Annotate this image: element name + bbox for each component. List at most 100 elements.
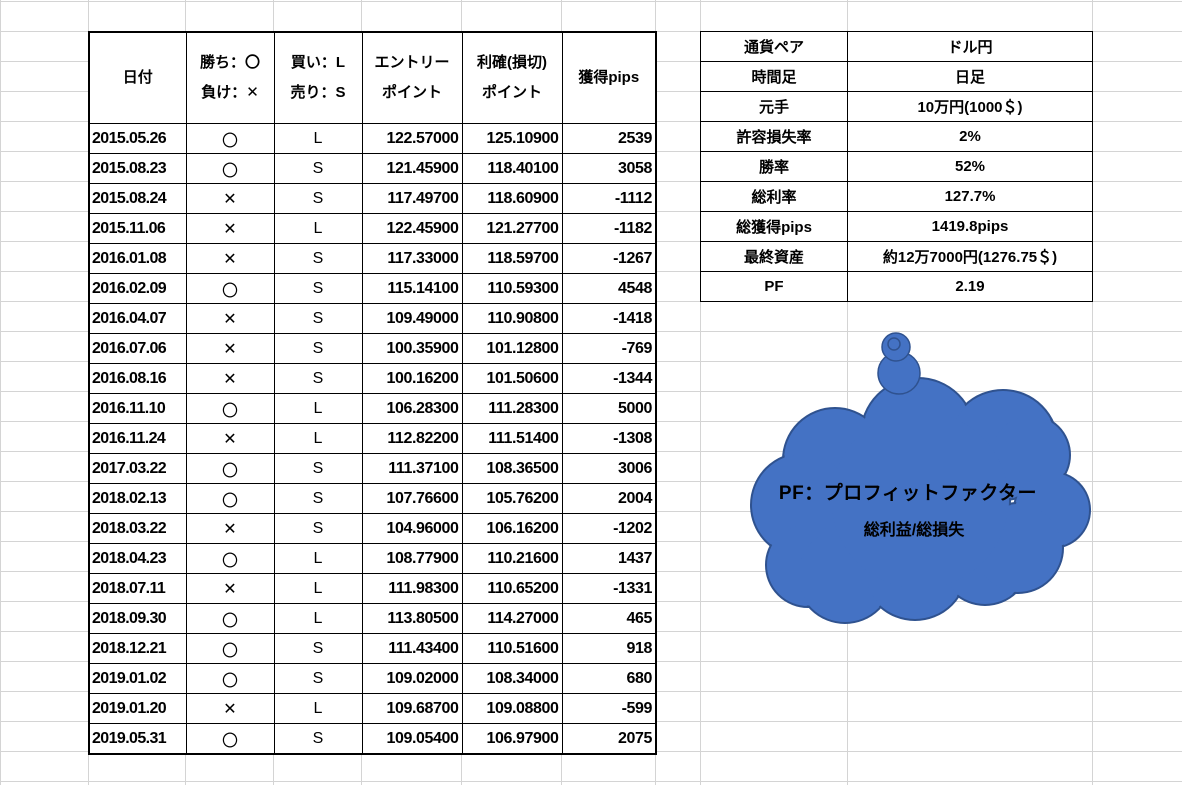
callout-title: PF：プロフィットファクター — [778, 483, 1038, 504]
summary-value: ドル円 — [847, 31, 1093, 62]
summary-label: 時間足 — [700, 61, 848, 92]
entry-cell: 104.96000 — [361, 513, 463, 544]
direction-cell: L — [273, 693, 363, 724]
direction-cell: L — [273, 393, 363, 424]
table-row: 2018.07.11 ✕ L 111.98300 110.65200 -1331 — [88, 573, 657, 604]
pips-cell: 2004 — [561, 483, 657, 514]
entry-cell: 117.33000 — [361, 243, 463, 274]
summary-label: 総獲得pips — [700, 211, 848, 242]
date-cell: 2018.02.13 — [88, 483, 187, 514]
date-cell: 2016.11.24 — [88, 423, 187, 454]
result-cell: ✕ — [185, 213, 275, 244]
trades-table: 日付 勝ち：〇 負け：✕ 買い：L 売り：S エントリー ポイント 利確(損切) ポイント 獲得p… — [88, 31, 657, 755]
pips-cell: -1308 — [561, 423, 657, 454]
date-cell: 2019.01.02 — [88, 663, 187, 694]
table-row: 2015.08.23 〇 S 121.45900 118.40100 3058 — [88, 153, 657, 184]
entry-cell: 109.68700 — [361, 693, 463, 724]
summary-label: 元手 — [700, 91, 848, 122]
exit-cell: 111.51400 — [461, 423, 563, 454]
summary-table: 通貨ペア ドル円 時間足 日足 元手 10万円(1000＄) 許容損失率 2% 勝率 52% 総利率… — [700, 31, 1093, 302]
pips-cell: 2075 — [561, 723, 657, 755]
pips-cell: -599 — [561, 693, 657, 724]
callout-subtitle: 総利益/総損失 — [863, 522, 965, 539]
header-line: 売り：S — [290, 84, 346, 101]
date-cell: 2017.03.22 — [88, 453, 187, 484]
summary-label: 通貨ペア — [700, 31, 848, 62]
table-row: 2016.11.24 ✕ L 112.82200 111.51400 -1308 — [88, 423, 657, 454]
date-cell: 2018.07.11 — [88, 573, 187, 604]
summary-value: 2% — [847, 121, 1093, 152]
header-line: 負け：✕ — [201, 84, 259, 101]
entry-cell: 100.35900 — [361, 333, 463, 364]
table-row: 2019.01.02 〇 S 109.02000 108.34000 680 — [88, 663, 657, 694]
result-cell: ✕ — [185, 303, 275, 334]
direction-cell: S — [273, 153, 363, 184]
summary-value: 10万円(1000＄) — [847, 91, 1093, 122]
thought-bubble — [887, 337, 901, 351]
date-cell: 2015.08.24 — [88, 183, 187, 214]
result-cell: ✕ — [185, 363, 275, 394]
column-header: 買い：L 売り：S — [273, 31, 363, 124]
table-row: 2015.08.24 ✕ S 117.49700 118.60900 -1112 — [88, 183, 657, 214]
table-row: 2018.02.13 〇 S 107.76600 105.76200 2004 — [88, 483, 657, 514]
result-cell: 〇 — [185, 273, 275, 304]
direction-cell: S — [273, 723, 363, 755]
pips-cell: -1344 — [561, 363, 657, 394]
header-line: 勝ち：〇 — [199, 54, 260, 71]
entry-cell: 109.49000 — [361, 303, 463, 334]
summary-row: 時間足 日足 — [700, 61, 1093, 92]
table-row: 2018.09.30 〇 L 113.80500 114.27000 465 — [88, 603, 657, 634]
grid-column-line — [847, 0, 848, 785]
exit-cell: 106.97900 — [461, 723, 563, 755]
summary-label: 最終資産 — [700, 241, 848, 272]
pips-cell: -1182 — [561, 213, 657, 244]
summary-row: 総獲得pips 1419.8pips — [700, 211, 1093, 242]
summary-value: 127.7% — [847, 181, 1093, 212]
pips-cell: -1331 — [561, 573, 657, 604]
date-cell: 2018.09.30 — [88, 603, 187, 634]
date-cell: 2016.07.06 — [88, 333, 187, 364]
pips-cell: 1437 — [561, 543, 657, 574]
entry-cell: 122.45900 — [361, 213, 463, 244]
summary-value: 約12万7000円(1276.75＄) — [847, 241, 1093, 272]
summary-label: PF — [700, 271, 848, 302]
result-cell: 〇 — [185, 393, 275, 424]
entry-cell: 111.37100 — [361, 453, 463, 484]
table-row: 2016.07.06 ✕ S 100.35900 101.12800 -769 — [88, 333, 657, 364]
summary-row: 通貨ペア ドル円 — [700, 31, 1093, 62]
entry-cell: 117.49700 — [361, 183, 463, 214]
direction-cell: S — [273, 663, 363, 694]
pips-cell: -1418 — [561, 303, 657, 334]
direction-cell: L — [273, 543, 363, 574]
grid-column-line — [1092, 0, 1093, 785]
pips-cell: -1202 — [561, 513, 657, 544]
date-cell: 2019.05.31 — [88, 723, 187, 755]
table-row: 2019.05.31 〇 S 109.05400 106.97900 2075 — [88, 723, 657, 755]
date-cell: 2018.12.21 — [88, 633, 187, 664]
table-row: 2015.05.26 〇 L 122.57000 125.10900 2539 — [88, 123, 657, 154]
result-cell: ✕ — [185, 513, 275, 544]
exit-cell: 114.27000 — [461, 603, 563, 634]
summary-row: 元手 10万円(1000＄) — [700, 91, 1093, 122]
date-cell: 2018.03.22 — [88, 513, 187, 544]
result-cell: 〇 — [185, 543, 275, 574]
date-cell: 2019.01.20 — [88, 693, 187, 724]
entry-cell: 108.77900 — [361, 543, 463, 574]
summary-value: 1419.8pips — [847, 211, 1093, 242]
entry-cell: 109.05400 — [361, 723, 463, 755]
table-row: 2018.03.22 ✕ S 104.96000 106.16200 -1202 — [88, 513, 657, 544]
entry-cell: 113.80500 — [361, 603, 463, 634]
grid-column-line — [0, 0, 1, 785]
result-cell: ✕ — [185, 183, 275, 214]
pips-cell: 4548 — [561, 273, 657, 304]
table-row: 2015.11.06 ✕ L 122.45900 121.27700 -1182 — [88, 213, 657, 244]
summary-label: 許容損失率 — [700, 121, 848, 152]
result-cell: 〇 — [185, 123, 275, 154]
pips-cell: 3058 — [561, 153, 657, 184]
summary-row: 許容損失率 2% — [700, 121, 1093, 152]
pips-cell: 2539 — [561, 123, 657, 154]
exit-cell: 125.10900 — [461, 123, 563, 154]
column-header: 勝ち：〇負け：✕ — [185, 31, 275, 124]
direction-cell: S — [273, 483, 363, 514]
